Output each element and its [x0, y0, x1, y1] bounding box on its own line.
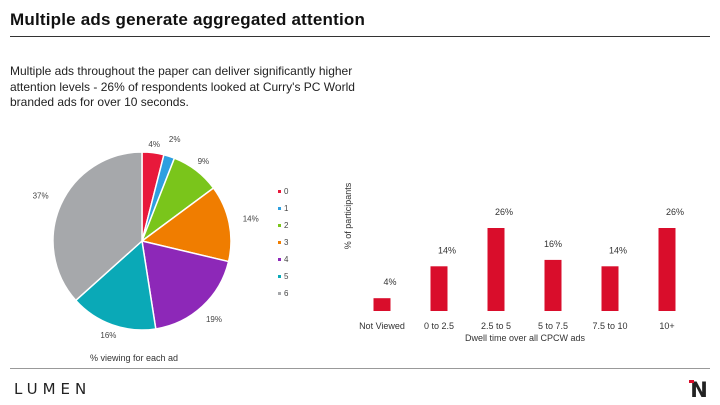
bar-4: [601, 266, 619, 311]
bar-5: [658, 228, 676, 311]
legend-swatch-1: [278, 207, 281, 210]
bar-value-label-1: 14%: [438, 245, 456, 255]
legend-label-0: 0: [284, 187, 289, 196]
pie-slice-4: [141, 240, 230, 330]
bar-value-label-4: 14%: [609, 245, 627, 255]
bar-value-label-2: 26%: [495, 207, 513, 217]
legend-swatch-3: [278, 241, 281, 244]
bar-value-label-3: 16%: [544, 239, 562, 249]
n-badge-icon: N: [688, 379, 710, 399]
n-badge-letter: N: [690, 379, 708, 399]
pie-slice-label-3: 14%: [243, 215, 259, 224]
bar-x-axis-label: Dwell time over all CPCW ads: [465, 333, 586, 343]
pie-slice-label-5: 16%: [100, 331, 116, 340]
bar-y-axis-label: % of participants: [343, 182, 353, 249]
pie-chart: 4% 2% 9% 14% 19% 16% 37% 0 1 2 3 4 5 6 % viewing for…: [33, 135, 289, 363]
bar-tick-label-0: Not Viewed: [359, 321, 405, 331]
pie-slice-3: [140, 186, 232, 263]
bar-chart: % of participants 4% 14% 26% 16% 14% 26% Not …: [343, 182, 684, 343]
bar-tick-label-4: 7.5 to 10: [592, 321, 627, 331]
pie-slice-label-2: 9%: [198, 157, 210, 166]
page-title: Multiple ads generate aggregated attenti…: [10, 10, 366, 29]
legend-label-4: 4: [284, 255, 289, 264]
pie-slice-label-4: 19%: [206, 315, 222, 324]
bar-2: [487, 228, 505, 311]
bar-0: [373, 298, 391, 311]
legend-label-3: 3: [284, 238, 289, 247]
page-subtitle: Multiple ads throughout the paper can de…: [10, 64, 355, 109]
legend-swatch-6: [278, 292, 281, 295]
pie-caption: % viewing for each ad: [90, 353, 178, 363]
footer-divider: [10, 368, 710, 369]
title-divider: [10, 36, 710, 37]
pie-slice-label-1: 2%: [169, 135, 181, 144]
legend-swatch-2: [278, 224, 281, 227]
lumen-logo: LUMEN: [14, 380, 92, 398]
legend-label-2: 2: [284, 221, 289, 230]
bar-value-label-5: 26%: [666, 207, 684, 217]
legend-swatch-5: [278, 275, 281, 278]
bar-tick-label-1: 0 to 2.5: [424, 321, 454, 331]
legend-swatch-0: [278, 190, 281, 193]
legend-label-1: 1: [284, 204, 289, 213]
pie-slice-label-0: 4%: [148, 140, 160, 149]
bar-tick-label-2: 2.5 to 5: [481, 321, 511, 331]
legend-label-5: 5: [284, 272, 289, 281]
pie-slice-label-6: 37%: [33, 192, 49, 201]
bar-tick-label-5: 10+: [659, 321, 674, 331]
bar-value-label-0: 4%: [383, 277, 396, 287]
bar-tick-label-3: 5 to 7.5: [538, 321, 568, 331]
legend-swatch-4: [278, 258, 281, 261]
pie-slice-6: [52, 151, 143, 302]
legend-label-6: 6: [284, 289, 289, 298]
bar-3: [544, 259, 562, 311]
pie-slice-5: [74, 239, 157, 331]
bar-1: [430, 266, 448, 311]
